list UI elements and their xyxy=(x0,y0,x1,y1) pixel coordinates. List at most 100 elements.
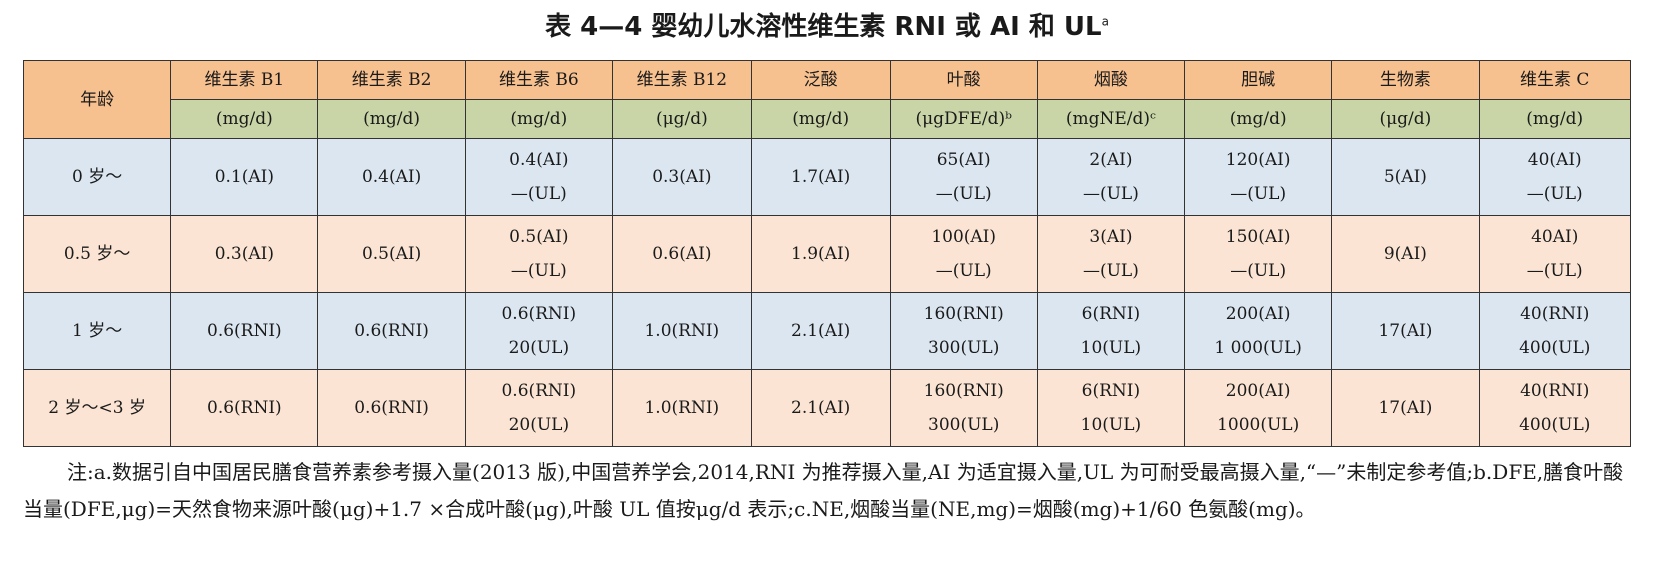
value-line: 6(RNI) xyxy=(1081,304,1141,324)
value-line: 120(AI) xyxy=(1225,150,1291,170)
value-line: 0.3(AI) xyxy=(652,167,712,187)
value-cell: 40AI) —(UL) xyxy=(1478,215,1631,293)
column-unit: (mg/d) xyxy=(317,99,466,139)
column-unit: (mgNE/d)ᶜ xyxy=(1036,99,1186,139)
value-line: —(UL) xyxy=(1082,184,1139,204)
column-header: 泛酸 xyxy=(750,60,891,100)
value-cell: 9(AI) xyxy=(1331,215,1480,293)
column-unit: (mg/d) xyxy=(750,99,891,139)
column-unit: (μg/d) xyxy=(1331,99,1480,139)
column-unit: (mg/d) xyxy=(1184,99,1333,139)
value-line: —(UL) xyxy=(1082,261,1139,281)
value-line: 65(AI) xyxy=(936,150,991,170)
table-row: 1 岁～ 0.6(RNI) 0.6(RNI) 0.6(RNI) 20(UL) 1.0(RN… xyxy=(22,292,1631,370)
value-line: 160(RNI) xyxy=(923,381,1004,401)
age-cell: 2 岁～<3 岁 xyxy=(22,369,172,447)
table-row: 2 岁～<3 岁 0.6(RNI) 0.6(RNI) 0.6(RNI) 20(UL) 1.… xyxy=(22,369,1631,447)
value-cell: 2(AI) —(UL) xyxy=(1036,138,1186,216)
value-line: 100(AI) xyxy=(931,227,997,247)
value-cell: 0.6(RNI) xyxy=(170,292,319,370)
value-cell: 160(RNI) 300(UL) xyxy=(889,369,1038,447)
column-unit: (mg/d) xyxy=(464,99,613,139)
value-line: 40(RNI) xyxy=(1520,304,1590,324)
value-cell: 150(AI) —(UL) xyxy=(1184,215,1333,293)
value-line: 20(UL) xyxy=(508,338,570,358)
value-line: 200(AI) xyxy=(1225,304,1291,324)
value-cell: 1.0(RNI) xyxy=(611,369,752,447)
value-cell: 17(AI) xyxy=(1331,369,1480,447)
value-cell: 0.1(AI) xyxy=(170,138,319,216)
age-cell: 1 岁～ xyxy=(22,292,172,370)
column-header: 生物素 xyxy=(1331,60,1480,100)
value-line: 1.0(RNI) xyxy=(644,398,720,418)
column-header: 维生素 B1 xyxy=(170,60,319,100)
value-line: 40(AI) xyxy=(1527,150,1582,170)
value-cell: 0.6(RNI) xyxy=(317,369,466,447)
value-cell: 6(RNI) 10(UL) xyxy=(1036,292,1186,370)
value-line: —(UL) xyxy=(1230,261,1287,281)
column-header: 烟酸 xyxy=(1036,60,1186,100)
value-cell: 40(RNI) 400(UL) xyxy=(1478,292,1631,370)
value-line: 10(UL) xyxy=(1080,338,1142,358)
value-line: 10(UL) xyxy=(1080,415,1142,435)
table-row: 0.5 岁～ 0.3(AI) 0.5(AI) 0.5(AI) —(UL) 0.6(AI) 1… xyxy=(22,215,1631,293)
value-line: 40AI) xyxy=(1531,227,1579,247)
value-line: 0.4(AI) xyxy=(509,150,569,170)
value-cell: 2.1(AI) xyxy=(750,292,891,370)
value-line: —(UL) xyxy=(935,184,992,204)
value-cell: 2.1(AI) xyxy=(750,369,891,447)
value-line: 150(AI) xyxy=(1225,227,1291,247)
vitamin-table: 年龄 维生素 B1 维生素 B2 维生素 B6 维生素 B12 泛酸 叶酸 烟酸 胆碱 生物素 维生… xyxy=(22,60,1631,447)
value-line: 0.4(AI) xyxy=(361,167,422,187)
value-line: 0.6(AI) xyxy=(652,244,712,264)
value-cell: 1.7(AI) xyxy=(750,138,891,216)
value-line: 2.1(AI) xyxy=(791,321,851,341)
value-line: 0.6(RNI) xyxy=(207,321,282,341)
value-line: 0.1(AI) xyxy=(214,167,274,187)
value-line: 300(UL) xyxy=(928,415,1000,435)
column-header: 胆碱 xyxy=(1184,60,1333,100)
value-cell: 200(AI) 1 000(UL) xyxy=(1184,292,1333,370)
title-superscript: a xyxy=(1101,14,1109,29)
table-footnote: 注:a.数据引自中国居民膳食营养素参考摄入量(2013 版),中国营养学会,20… xyxy=(23,460,1624,521)
value-line: 0.6(RNI) xyxy=(354,398,429,418)
value-line: 1.7(AI) xyxy=(791,167,851,187)
value-line: —(UL) xyxy=(510,261,567,281)
value-line: —(UL) xyxy=(935,261,992,281)
column-header: 维生素 B12 xyxy=(611,60,752,100)
value-cell: 1.0(RNI) xyxy=(611,292,752,370)
value-line: 3(AI) xyxy=(1089,227,1133,247)
column-unit: (μgDFE/d)ᵇ xyxy=(889,99,1038,139)
value-line: 40(RNI) xyxy=(1520,381,1590,401)
value-line: —(UL) xyxy=(1526,261,1583,281)
age-header: 年龄 xyxy=(22,60,172,139)
value-cell: 0.6(RNI) 20(UL) xyxy=(464,369,613,447)
header-row: 年龄 维生素 B1 维生素 B2 维生素 B6 维生素 B12 泛酸 叶酸 烟酸 胆碱 生物素 维生… xyxy=(22,60,1631,139)
value-cell: 100(AI) —(UL) xyxy=(889,215,1038,293)
column-header: 叶酸 xyxy=(889,60,1038,100)
age-cell: 0 岁～ xyxy=(22,138,172,216)
value-cell: 6(RNI) 10(UL) xyxy=(1036,369,1186,447)
value-cell: 3(AI) —(UL) xyxy=(1036,215,1186,293)
value-cell: 160(RNI) 300(UL) xyxy=(889,292,1038,370)
value-cell: 0.3(AI) xyxy=(170,215,319,293)
column-unit: (mg/d) xyxy=(1478,99,1631,139)
title-text: 表 4—4 婴幼儿水溶性维生素 RNI 或 AI 和 UL xyxy=(545,12,1102,42)
table-row: 0 岁～ 0.1(AI) 0.4(AI) 0.4(AI) —(UL) 0.3(AI) 1.7… xyxy=(22,138,1631,216)
value-line: 0.5(AI) xyxy=(361,244,422,264)
value-cell: 40(RNI) 400(UL) xyxy=(1478,369,1631,447)
table-title: 表 4—4 婴幼儿水溶性维生素 RNI 或 AI 和 ULa xyxy=(0,6,1654,43)
value-line: 0.6(RNI) xyxy=(207,398,282,418)
value-line: 5(AI) xyxy=(1383,167,1427,187)
column-unit: (μg/d) xyxy=(611,99,752,139)
value-line: 20(UL) xyxy=(508,415,570,435)
value-cell: 200(AI) 1000(UL) xyxy=(1184,369,1333,447)
value-cell: 0.4(AI) xyxy=(317,138,466,216)
value-cell: 0.6(AI) xyxy=(611,215,752,293)
value-line: 0.5(AI) xyxy=(509,227,569,247)
value-cell: 0.3(AI) xyxy=(611,138,752,216)
value-line: 0.6(RNI) xyxy=(354,321,429,341)
value-line: 1.9(AI) xyxy=(791,244,851,264)
value-line: 160(RNI) xyxy=(923,304,1004,324)
value-line: 0.6(RNI) xyxy=(501,304,577,324)
